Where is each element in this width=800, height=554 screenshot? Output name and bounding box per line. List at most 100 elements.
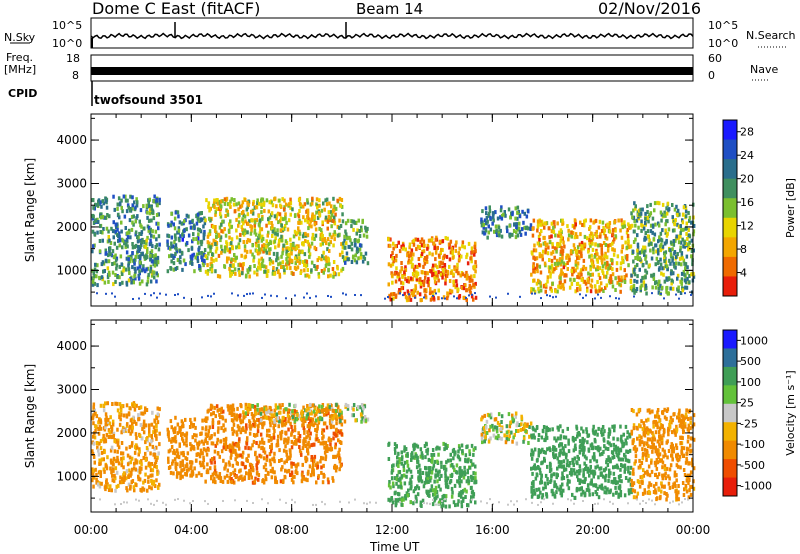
data-cell-p1-r1 bbox=[191, 471, 195, 476]
data-cell-p0-r2 bbox=[296, 265, 300, 270]
data-cell-p0-r0 bbox=[138, 260, 142, 265]
data-cell-p0-r5 bbox=[483, 231, 486, 236]
data-cell-p1-r2 bbox=[225, 473, 229, 478]
data-cell-p1-r0 bbox=[142, 487, 146, 492]
data-cell-p1-r4 bbox=[464, 453, 468, 458]
data-cell-p1-r4 bbox=[438, 446, 441, 451]
data-cell-p0-r4 bbox=[430, 237, 434, 242]
data-cell-p1-r2 bbox=[338, 415, 342, 420]
data-cell-p0-r0 bbox=[96, 263, 99, 268]
data-cell-p0-r2 bbox=[223, 264, 226, 269]
data-cell-p1-r1 bbox=[184, 417, 187, 422]
data-cell-p0-r2 bbox=[228, 266, 231, 271]
data-cell-p0-r4 bbox=[438, 264, 442, 269]
data-cell-p0-r1 bbox=[202, 236, 206, 241]
data-cell-p0-r0 bbox=[124, 194, 127, 199]
data-cell-p0-r4 bbox=[448, 279, 452, 283]
data-cell-p1-r4 bbox=[426, 492, 430, 497]
data-cell-p1-r0 bbox=[103, 439, 106, 444]
data-cell-p0-r7 bbox=[657, 223, 661, 228]
data-cell-p0-r4 bbox=[418, 245, 421, 249]
data-cell-p0-r2 bbox=[237, 220, 241, 225]
data-cell-p0-r2 bbox=[218, 225, 222, 230]
data-cell-p1-r4 bbox=[414, 486, 417, 491]
data-cell-p0-r6 bbox=[595, 233, 598, 238]
data-cell-p1-r4 bbox=[410, 480, 413, 485]
data-cell-p1-r4 bbox=[457, 493, 461, 498]
data-cell-p0-r6 bbox=[614, 288, 617, 292]
data-cell-p0-r2 bbox=[309, 202, 313, 207]
data-cell-p0-r4 bbox=[400, 286, 403, 291]
data-cell-p1-r2 bbox=[209, 458, 213, 463]
data-cell-p1-r2 bbox=[207, 433, 210, 437]
data-cell-p1-r2 bbox=[263, 450, 267, 455]
data-cell-p0-r7 bbox=[636, 242, 640, 247]
data-cell-p1-r0 bbox=[148, 442, 152, 447]
data-cell-p0-r4 bbox=[458, 253, 461, 258]
data-cell-p1-r0 bbox=[157, 451, 160, 456]
data-cell-p1-r0 bbox=[125, 413, 128, 418]
data-cell-p0-r2 bbox=[215, 246, 219, 251]
data-cell-p0-r3 bbox=[359, 252, 363, 257]
data-cell-p0-r0 bbox=[150, 251, 153, 256]
data-cell-p0-r2 bbox=[311, 232, 315, 237]
data-cell-p0-r7 bbox=[674, 236, 678, 241]
data-cell-p0-r7 bbox=[684, 214, 688, 219]
data-cell-p0-r2 bbox=[302, 260, 305, 264]
data-cell-p1-r4 bbox=[442, 503, 445, 508]
data-cell-p1-r4 bbox=[474, 446, 477, 451]
data-cell-p1-r1 bbox=[200, 451, 203, 456]
data-cell-p1-r0 bbox=[115, 439, 118, 444]
colorbar-tick-label: 28 bbox=[740, 126, 754, 139]
data-cell-p1-r0 bbox=[152, 452, 155, 457]
data-cell-p0-r5 bbox=[521, 227, 524, 232]
data-cell-p1-r0 bbox=[107, 488, 111, 492]
data-cell-p0-r0 bbox=[118, 201, 122, 206]
data-cell-p0-r0 bbox=[149, 257, 152, 262]
data-cell-p0-r4 bbox=[446, 236, 449, 241]
data-cell-p0-r6 bbox=[612, 252, 616, 257]
data-cell-p0-r4 bbox=[407, 260, 410, 265]
data-cell-p0-r4 bbox=[432, 241, 436, 246]
data-cell-p1-r4 bbox=[387, 497, 390, 502]
data-cell-p1-r4 bbox=[438, 477, 441, 481]
data-cell-p0-r2 bbox=[258, 247, 261, 252]
data-cell-p0-r4 bbox=[450, 289, 454, 294]
data-cell-p0-r7 bbox=[667, 208, 670, 213]
data-cell-p0-r1 bbox=[183, 219, 186, 224]
data-cell-p0-r0 bbox=[131, 251, 134, 255]
data-cell-p0-r1 bbox=[184, 262, 187, 267]
data-cell-p1-r2 bbox=[297, 436, 300, 441]
data-cell-p0-r2 bbox=[289, 237, 292, 242]
data-cell-p1-r4 bbox=[390, 468, 394, 473]
data-cell-p1-r0 bbox=[100, 481, 103, 486]
data-cell-p0-r6 bbox=[543, 221, 547, 226]
data-cell-p1-r2 bbox=[311, 470, 314, 475]
data-cell-p1-r0 bbox=[138, 447, 141, 452]
data-cell-p0-r2 bbox=[306, 219, 310, 224]
data-cell-p1-r2 bbox=[289, 448, 292, 453]
data-cell-p1-r0 bbox=[153, 446, 156, 451]
data-cell-p0-r1 bbox=[193, 225, 196, 229]
data-cell-p1-r4 bbox=[421, 455, 424, 460]
data-cell-p0-r6 bbox=[600, 287, 603, 292]
data-cell-p0-r7 bbox=[684, 285, 687, 290]
data-cell-p0-r6 bbox=[576, 275, 579, 279]
data-cell-p0-r3 bbox=[348, 235, 351, 240]
data-cell-p0-r2 bbox=[274, 231, 277, 236]
data-cell-p0-r2 bbox=[332, 243, 335, 248]
data-cell-p1-r4 bbox=[421, 453, 424, 458]
data-cell-p0-r6 bbox=[582, 258, 586, 263]
data-cell-p0-r7 bbox=[648, 263, 651, 268]
data-cell-p0-r0 bbox=[138, 246, 142, 251]
data-cell-p0-r4 bbox=[398, 277, 401, 282]
data-cell-p1-r0 bbox=[135, 483, 138, 488]
data-cell-p0-r5 bbox=[517, 226, 521, 231]
data-cell-p0-r4 bbox=[446, 296, 449, 301]
data-cell-p1-r2 bbox=[335, 465, 338, 470]
data-cell-p0-r0 bbox=[134, 269, 137, 274]
data-cell-p0-r0 bbox=[129, 194, 132, 199]
data-cell-p1-r1 bbox=[179, 476, 182, 481]
data-cell-p0-r0 bbox=[146, 235, 149, 240]
data-cell-p0-r1 bbox=[203, 229, 206, 234]
